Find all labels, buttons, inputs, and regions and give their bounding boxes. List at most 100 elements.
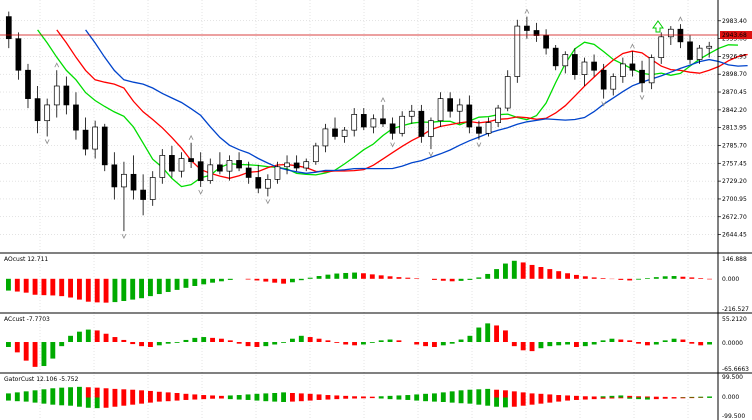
- candle-body: [197, 161, 204, 181]
- candle-body: [332, 128, 338, 137]
- ao-axis-zero: 0.000: [722, 276, 739, 283]
- candle-body: [677, 28, 684, 43]
- candle-body: [418, 110, 425, 137]
- candle-body: [25, 69, 31, 99]
- fractal-down-icon: [44, 139, 50, 145]
- candle-body: [312, 145, 319, 163]
- candle-body: [408, 110, 415, 117]
- candle-body: [293, 162, 300, 169]
- candle-body: [303, 161, 310, 169]
- candle-body: [495, 107, 501, 123]
- candle-body: [524, 25, 530, 31]
- candle-body: [207, 164, 214, 181]
- price-axis-label: 2983.40: [722, 18, 747, 25]
- main-price-pane[interactable]: [5, 8, 748, 239]
- candle-body: [380, 118, 386, 125]
- candle-body: [101, 126, 108, 166]
- candle-body: [53, 85, 60, 106]
- price-axis-label: 2926.95: [722, 53, 747, 60]
- candle-body: [217, 164, 223, 172]
- grid: [0, 0, 718, 420]
- candle-body: [73, 104, 79, 131]
- candles: [5, 11, 713, 232]
- fractal-down-icon: [121, 233, 127, 239]
- ac-axis-bottom: -65.6663: [722, 366, 749, 373]
- price-axis-label: 2842.20: [722, 107, 747, 114]
- candle-body: [34, 98, 41, 122]
- candle-body: [543, 35, 549, 49]
- fractal-up-icon: [54, 62, 60, 68]
- candle-body: [149, 177, 156, 200]
- candle-body: [130, 173, 137, 191]
- price-axis-label: 2813.95: [722, 125, 747, 132]
- candle-body: [428, 120, 434, 137]
- candle-body: [562, 54, 569, 67]
- candle-body: [648, 57, 655, 84]
- fractal-up-icon: [524, 8, 530, 14]
- candle-body: [265, 179, 271, 189]
- candle-body: [696, 47, 703, 60]
- fractal-down-icon: [428, 151, 434, 157]
- candle-body: [581, 61, 588, 75]
- candle-body: [322, 128, 329, 147]
- candle-body: [178, 158, 185, 172]
- candle-body: [188, 158, 194, 163]
- gator-pane[interactable]: [5, 386, 713, 409]
- candle-body: [552, 47, 559, 67]
- current-price-tag: [720, 31, 752, 39]
- price-axis-label: 2729.20: [722, 178, 747, 185]
- fractal-down-icon: [265, 199, 271, 205]
- candle-body: [706, 45, 713, 49]
- candle-body: [504, 76, 511, 109]
- fractal-down-icon: [476, 142, 482, 148]
- candle-body: [667, 28, 674, 38]
- ao-pane[interactable]: [5, 260, 713, 303]
- ac-label: ACcust -7.7703: [4, 316, 50, 323]
- price-axis-label: 2870.45: [722, 89, 747, 96]
- candle-body: [485, 122, 492, 134]
- ac-axis-top: 55.2120: [722, 316, 747, 323]
- candle-body: [236, 160, 242, 169]
- candle-body: [140, 189, 146, 200]
- fractal-up-icon: [188, 134, 194, 140]
- candle-body: [620, 63, 626, 77]
- fractal-up-icon: [630, 43, 635, 49]
- fractal-up-icon: [380, 97, 386, 103]
- candle-body: [159, 155, 166, 178]
- candle-body: [370, 118, 377, 128]
- candle-body: [169, 155, 175, 172]
- candle-body: [610, 76, 617, 90]
- candle-body: [245, 167, 252, 178]
- candle-body: [572, 54, 578, 75]
- fractals: [44, 8, 683, 239]
- candle-body: [437, 98, 444, 122]
- fractal-down-icon: [198, 189, 204, 195]
- ao-axis-top: 146.888: [722, 256, 747, 263]
- up-arrow-icon: [652, 20, 664, 33]
- candle-body: [121, 173, 127, 188]
- candle-body: [629, 63, 636, 71]
- price-axis: 2983.40 2955.08 2926.95 2898.70 2870.45 2842.…: [718, 18, 747, 239]
- candle-body: [399, 115, 406, 134]
- candle-body: [341, 129, 348, 137]
- ac-pane[interactable]: [5, 323, 713, 367]
- candle-body: [44, 104, 51, 122]
- ma-slow-line: [85, 29, 748, 174]
- moving-averages: [37, 29, 748, 188]
- price-axis-label: 2672.70: [722, 214, 747, 221]
- fractal-down-icon: [390, 142, 395, 148]
- ao-label: AOcust 12.711: [4, 256, 48, 263]
- candle-body: [351, 114, 358, 131]
- ao-axis-bottom: -216.527: [722, 306, 749, 313]
- gator-axis-top: 99.500: [722, 374, 743, 381]
- gator-axis-bottom: -99.500: [722, 413, 745, 420]
- candle-body: [639, 69, 645, 84]
- fractal-down-icon: [639, 95, 645, 101]
- candle-body: [389, 123, 396, 134]
- price-axis-label: 2644.45: [722, 232, 747, 239]
- candle-body: [92, 126, 98, 150]
- fractal-up-icon: [678, 16, 683, 22]
- fractal-down-icon: [601, 101, 607, 107]
- candle-body: [360, 114, 367, 128]
